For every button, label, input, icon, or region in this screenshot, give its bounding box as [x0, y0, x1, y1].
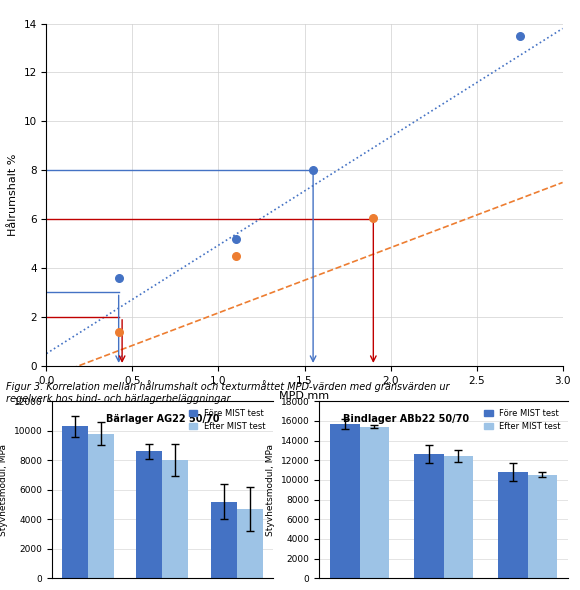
Bar	[136, 451, 162, 578]
X-axis label: MPD mm: MPD mm	[280, 391, 329, 401]
Bar	[444, 456, 473, 578]
Bar	[88, 434, 114, 578]
Y-axis label: Hålrumshalt %: Hålrumshalt %	[8, 153, 18, 236]
Text: Bärlager AG22 50/70: Bärlager AG22 50/70	[106, 414, 219, 424]
Text: Figur 3. Korrelation mellan hålrumshalt och texturmåttet MPD-värden med gränsvär: Figur 3. Korrelation mellan hålrumshalt …	[6, 381, 450, 404]
Bar	[414, 454, 444, 578]
Legend: Före MIST test, Efter MIST test: Före MIST test, Efter MIST test	[481, 405, 564, 434]
Bar	[498, 472, 528, 578]
Bar	[528, 475, 557, 578]
Bar	[237, 509, 263, 578]
Bar	[360, 427, 389, 578]
Y-axis label: Styvhetsmodul, MPa: Styvhetsmodul, MPa	[266, 444, 275, 536]
Point	[231, 251, 240, 261]
Bar	[331, 424, 360, 578]
Bar	[162, 460, 188, 578]
Bar	[211, 502, 237, 578]
Point	[309, 166, 318, 175]
Text: Bindlager ABb22 50/70: Bindlager ABb22 50/70	[343, 414, 469, 424]
Point	[231, 234, 240, 244]
Point	[369, 213, 378, 222]
Bar	[62, 426, 88, 578]
Point	[114, 327, 124, 336]
Point	[515, 31, 524, 41]
Legend: Före MIST test, Efter MIST test: Före MIST test, Efter MIST test	[185, 405, 269, 434]
Point	[114, 273, 124, 283]
Y-axis label: Styvhetsmodul, MPa: Styvhetsmodul, MPa	[0, 444, 8, 536]
